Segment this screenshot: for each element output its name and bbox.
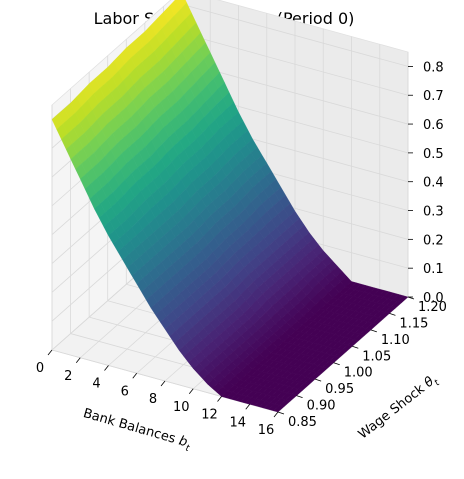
z-tick-label: 0.4 [423, 176, 444, 191]
x-tick-label: 12 [201, 408, 218, 423]
z-tick-label: 0.1 [423, 262, 444, 277]
z-tick-label: 0.2 [423, 233, 444, 248]
y-tick-label: 0.95 [325, 382, 354, 397]
y-tick-mark [315, 378, 322, 382]
y-tick-mark [352, 345, 359, 349]
x-tick-label: 16 [258, 423, 275, 438]
x-tick-mark [188, 388, 194, 394]
y-tick-mark [389, 313, 396, 316]
y-tick-mark [370, 329, 377, 333]
axis-ticks: 0 2 4 6 8 10 12 14 16 0.850.90 0.951.00 1.051.10 1.1… [36, 60, 447, 438]
y-tick-label: 1.00 [344, 366, 373, 381]
x-tick-mark [160, 380, 166, 387]
z-tick-label: 0.8 [423, 60, 444, 75]
surface-patch [272, 404, 285, 413]
x-tick-mark [132, 373, 138, 379]
x-tick-mark [245, 404, 251, 410]
x-tick-label: 14 [229, 415, 246, 430]
x-tick-label: 0 [36, 361, 44, 376]
y-tick-mark [296, 395, 303, 398]
z-tick-label: 0.3 [423, 205, 444, 220]
y-tick-label: 1.15 [399, 316, 428, 331]
x-tick-mark [104, 365, 109, 371]
x-tick-mark [273, 411, 279, 418]
y-tick-label: 0.85 [288, 415, 317, 430]
x-tick-label: 10 [173, 400, 190, 415]
y-tick-mark [277, 411, 285, 415]
y-tick-label: 1.05 [362, 349, 391, 364]
x-tick-label: 8 [149, 392, 157, 407]
x-tick-mark [217, 396, 222, 402]
y-tick-mark [333, 362, 340, 366]
surface-plot [51, 0, 409, 413]
z-tick-label: 0.5 [423, 147, 444, 162]
y-axis-label: Wage Shock θt [356, 372, 442, 445]
y-tick-label: 0.90 [307, 399, 336, 414]
y-tick-label: 1.10 [381, 333, 410, 348]
grid-line [181, 32, 409, 96]
z-tick-label: 0.6 [423, 118, 444, 133]
x-tick-label: 4 [92, 377, 100, 392]
x-tick-mark [47, 349, 53, 356]
x-tick-label: 6 [121, 384, 129, 399]
y-tick-label: 1.20 [418, 300, 447, 315]
grid-line [181, 4, 409, 67]
x-tick-mark [75, 357, 81, 363]
x-tick-label: 2 [64, 369, 72, 384]
z-tick-label: 0.0 [423, 291, 444, 306]
z-tick-label: 0.7 [423, 89, 444, 104]
